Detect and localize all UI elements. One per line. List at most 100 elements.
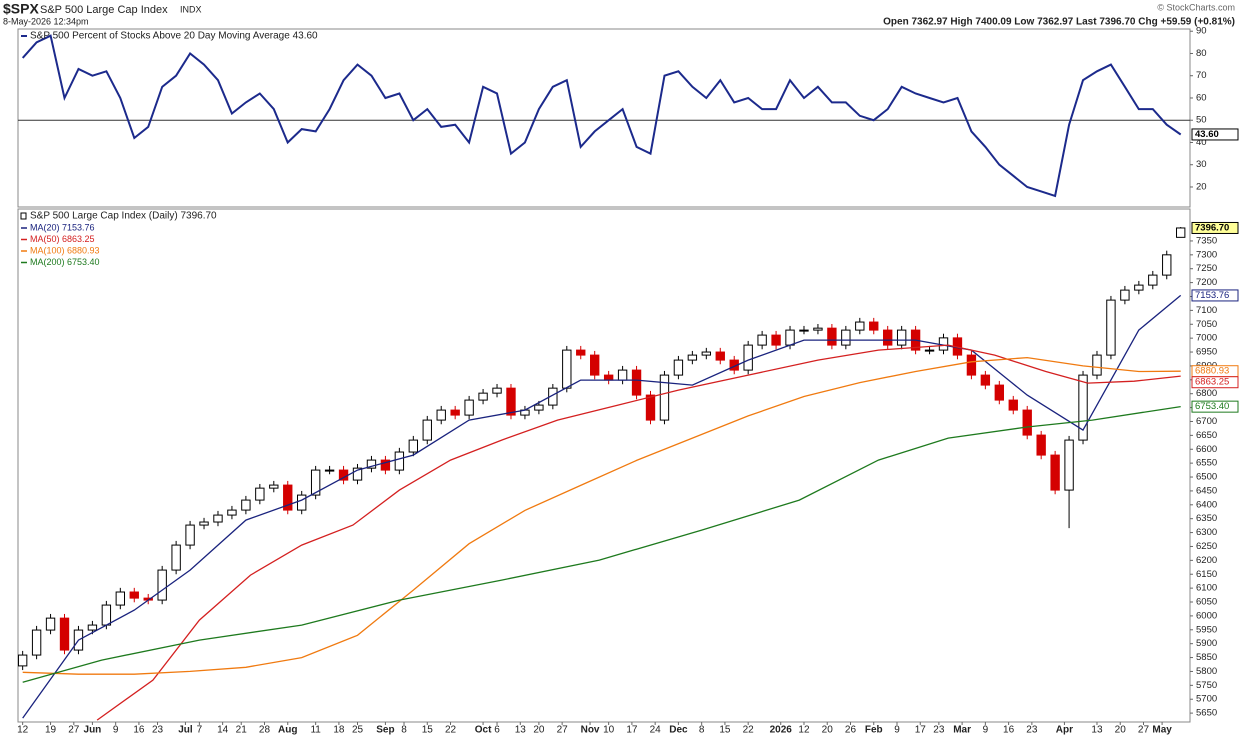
- value-box-label: 43.60: [1195, 129, 1219, 140]
- y-tick-label: 90: [1196, 26, 1207, 37]
- y-tick-label: 50: [1196, 115, 1207, 126]
- candle-body: [283, 484, 293, 511]
- y-tick-label: 5900: [1196, 638, 1217, 649]
- x-tick-label: Oct: [475, 725, 492, 736]
- security-name: S&P 500 Large Cap Index: [40, 4, 168, 16]
- x-tick-label: 20: [822, 725, 834, 736]
- x-tick-label: Mar: [953, 725, 971, 736]
- y-tick-label: 6400: [1196, 499, 1217, 510]
- y-tick-label: 6050: [1196, 597, 1217, 608]
- candle-body: [841, 329, 851, 346]
- x-tick-label: Jun: [84, 725, 102, 736]
- y-tick-label: 7050: [1196, 319, 1217, 330]
- candle-body: [715, 351, 725, 361]
- y-tick-label: 5650: [1196, 708, 1217, 719]
- value-box: [1191, 376, 1239, 389]
- ma-legend: MA(200) 6753.40: [30, 257, 100, 267]
- candle-body: [701, 351, 712, 356]
- exchange: INDX: [180, 4, 202, 14]
- plot-area: [21, 34, 1182, 198]
- x-tick-label: 23: [933, 725, 945, 736]
- y-tick-label: 20: [1196, 181, 1207, 192]
- x-tick-label: 9: [894, 725, 900, 736]
- candle-body: [896, 329, 907, 346]
- candle-body: [157, 569, 167, 601]
- x-tick-label: May: [1152, 725, 1172, 736]
- price-frame: [17, 208, 1191, 723]
- y-tick-label: 6700: [1196, 416, 1217, 427]
- candle-body: [1176, 227, 1186, 238]
- x-tick-label: 9: [983, 725, 989, 736]
- candle-body: [115, 591, 126, 606]
- indicator-legend: S&P 500 Percent of Stocks Above 20 Day M…: [30, 31, 318, 42]
- y-tick-label: 7200: [1196, 277, 1217, 288]
- candle-body: [827, 327, 837, 346]
- credit: © StockCharts.com: [1157, 2, 1235, 12]
- candle-body: [1064, 439, 1074, 491]
- x-tick-label: 16: [133, 725, 145, 736]
- x-tick-label: 27: [557, 725, 569, 736]
- x-tick-label: Jul: [178, 725, 193, 736]
- value-box: [1191, 400, 1239, 413]
- candle-body: [199, 521, 209, 526]
- x-tick-label: 23: [152, 725, 164, 736]
- candle-body: [1092, 354, 1102, 376]
- y-tick-label: 70: [1196, 70, 1207, 81]
- y-tick-label: 6600: [1196, 444, 1217, 455]
- plot-area: [18, 227, 1186, 721]
- candle-body: [799, 329, 809, 332]
- x-tick-label: 15: [422, 725, 434, 736]
- candle-body: [101, 604, 112, 626]
- x-tick-label: Sep: [376, 725, 394, 736]
- candle-body: [478, 392, 488, 401]
- x-tick-label: 16: [1003, 725, 1015, 736]
- candle-body: [45, 617, 56, 631]
- x-tick-label: 9: [113, 725, 119, 736]
- y-tick-label: 7300: [1196, 249, 1217, 260]
- y-tick-label: 40: [1196, 137, 1207, 148]
- candle-body: [506, 387, 516, 416]
- candle-body: [869, 321, 879, 331]
- indicator-line: [21, 34, 1182, 198]
- x-tick-label: 6: [494, 725, 500, 736]
- candle-body: [352, 467, 363, 481]
- y-tick-label: 5950: [1196, 624, 1217, 635]
- y-tick-label: 80: [1196, 48, 1207, 59]
- y-tick-label: 5850: [1196, 652, 1217, 663]
- y-tick-label: 6100: [1196, 583, 1217, 594]
- x-tick-label: 27: [68, 725, 80, 736]
- y-tick-label: 6650: [1196, 430, 1217, 441]
- x-tick-label: 8: [699, 725, 705, 736]
- candle-body: [1162, 254, 1172, 276]
- y-tick-label: 7250: [1196, 263, 1217, 274]
- moving-average: [22, 405, 1181, 683]
- y-tick-label: 7350: [1196, 235, 1217, 246]
- candle-body: [645, 394, 656, 421]
- candle-body: [966, 354, 977, 376]
- x-tick-label: 13: [1091, 725, 1103, 736]
- y-tick-label: 60: [1196, 92, 1207, 103]
- value-box: [1191, 289, 1239, 302]
- candle-body: [394, 451, 405, 471]
- value-box: [1191, 221, 1239, 234]
- value-box-label: 7396.70: [1195, 222, 1229, 233]
- symbol: $SPX: [3, 1, 39, 17]
- candle-body: [227, 509, 237, 516]
- x-tick-label: Nov: [581, 725, 600, 736]
- x-tick-label: 28: [259, 725, 271, 736]
- candle-body: [562, 349, 572, 389]
- y-tick-label: 6200: [1196, 555, 1217, 566]
- x-tick-label: 18: [333, 725, 345, 736]
- y-tick-label: 6450: [1196, 485, 1217, 496]
- x-tick-label: 17: [915, 725, 927, 736]
- x-tick-label: 23: [1026, 725, 1038, 736]
- candle-body: [673, 359, 684, 376]
- candle-body: [855, 321, 865, 331]
- candle-body: [785, 329, 795, 346]
- y-tick-label: 6000: [1196, 610, 1217, 621]
- x-tick-label: Aug: [278, 725, 297, 736]
- x-tick-label: 21: [236, 725, 248, 736]
- y-tick-label: 7100: [1196, 305, 1217, 316]
- candle-body: [743, 344, 753, 371]
